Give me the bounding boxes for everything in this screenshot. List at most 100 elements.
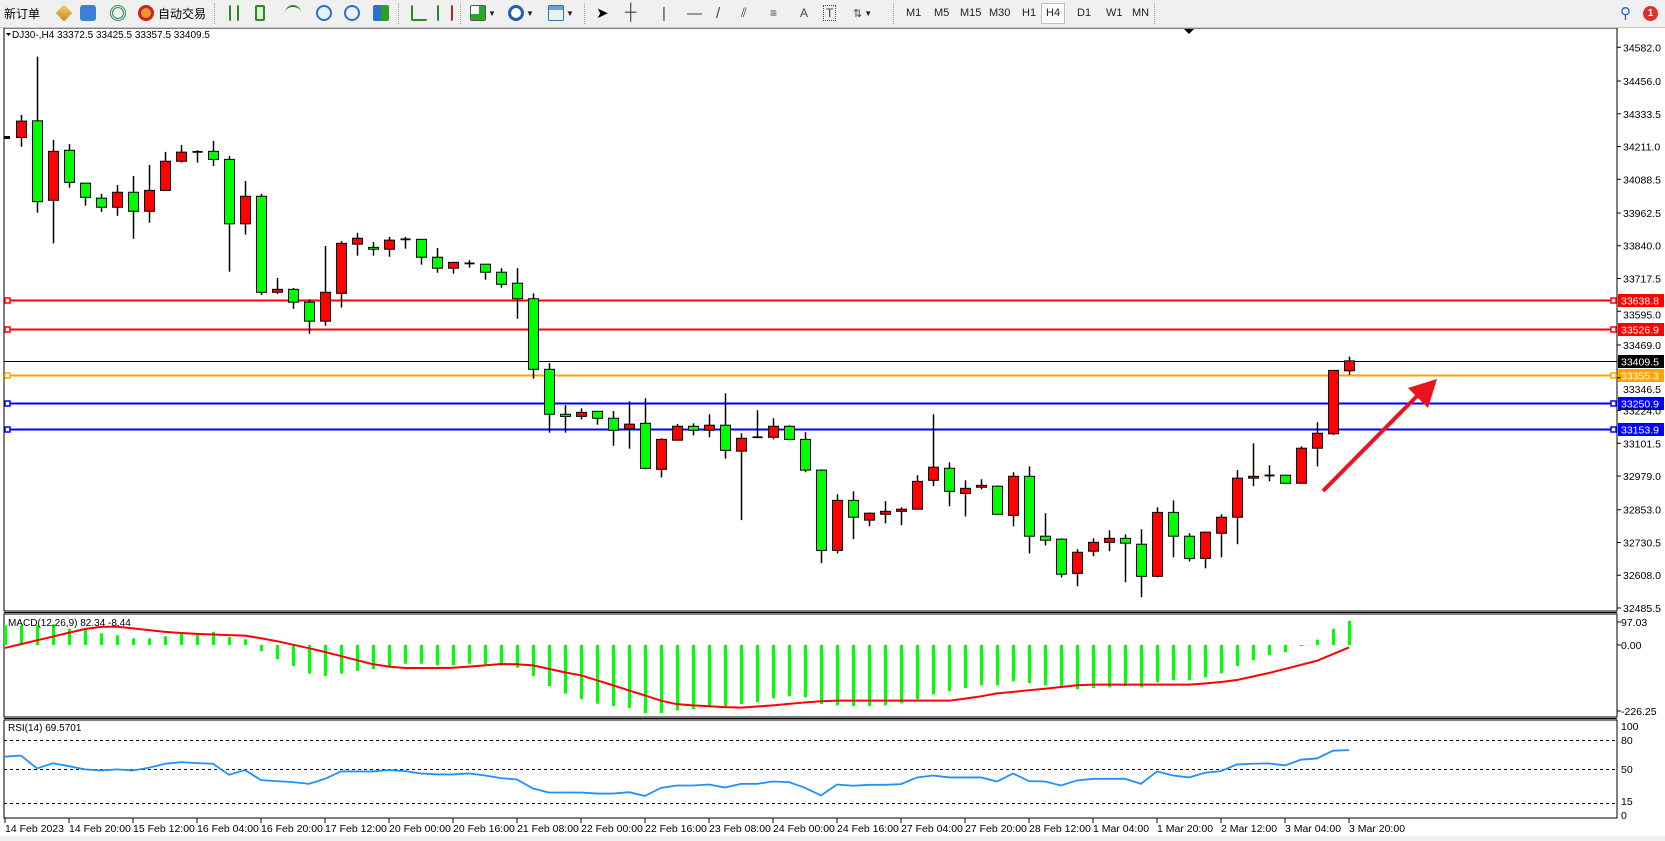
candle	[1232, 470, 1243, 545]
arrows-icon: ⇅	[853, 7, 863, 20]
candle-body	[768, 425, 779, 438]
macd-histogram-bar	[788, 645, 791, 697]
candle-body	[64, 149, 75, 183]
candle	[752, 410, 763, 439]
chart-shift-marker-icon[interactable]	[1184, 29, 1194, 34]
candle-body	[32, 120, 43, 203]
time-label: 20 Feb 16:00	[453, 823, 515, 835]
dropdown-triangle-icon[interactable]	[6, 33, 11, 36]
trendline-button[interactable]: /	[716, 3, 720, 23]
cursor-button[interactable]: ➤	[596, 3, 609, 23]
toolbar-separator	[398, 3, 401, 24]
timeframe-m5[interactable]: M5	[934, 7, 950, 19]
arrows-button[interactable]: ⇅ ▼	[853, 3, 872, 23]
price-label-bg	[1618, 294, 1664, 307]
candle-body	[736, 437, 747, 452]
timeframe-m15[interactable]: M15	[960, 7, 982, 19]
timeframe-m30[interactable]: M30	[989, 7, 1011, 19]
market-watch-button[interactable]	[55, 3, 73, 23]
horizontal-line-button[interactable]: —	[687, 3, 702, 23]
candle	[704, 414, 715, 438]
macd-histogram-bar	[244, 639, 247, 645]
macd-histogram-bar	[1044, 645, 1047, 686]
templates-button[interactable]: ▼	[548, 3, 574, 23]
auto-trading-button[interactable]: 自动交易	[138, 3, 206, 23]
candle	[432, 247, 443, 273]
chart-shift-button[interactable]	[437, 3, 453, 23]
search-button[interactable]: ⚲	[1620, 3, 1631, 23]
text-label-button[interactable]: T	[823, 3, 837, 23]
candle	[1280, 474, 1291, 484]
crosshair-button[interactable]: ┼	[625, 3, 636, 23]
candle	[528, 293, 539, 379]
price-tick-label: 32608.0	[1623, 570, 1661, 582]
zoom-out-button[interactable]	[344, 3, 360, 23]
candle-body	[576, 411, 587, 417]
new-order-button[interactable]: 新订单	[4, 3, 40, 23]
candle-body	[592, 410, 603, 419]
time-label: 22 Feb 00:00	[581, 823, 643, 835]
timeframe-h4[interactable]: H4	[1041, 3, 1066, 24]
navigator-button[interactable]	[80, 3, 96, 23]
channel-icon: ⫽	[741, 5, 747, 20]
timeframe-mn[interactable]: MN	[1132, 7, 1150, 19]
notifications-button[interactable]: 1	[1643, 3, 1658, 23]
vertical-line-button[interactable]: |	[662, 3, 666, 23]
candle-body	[448, 261, 459, 269]
price-tick-label: 32853.0	[1623, 505, 1661, 517]
toolbar-separator	[1154, 3, 1157, 24]
bar-chart-button[interactable]	[229, 3, 239, 23]
price-tick-label: 34088.5	[1623, 174, 1661, 186]
candle-body	[1184, 535, 1195, 559]
macd-histogram-bar	[1012, 645, 1015, 682]
tile-windows-button[interactable]	[373, 3, 389, 23]
timeframe-h1[interactable]: H1	[1022, 7, 1037, 19]
candle-body	[688, 425, 699, 431]
crosshair-icon: ┼	[625, 4, 637, 21]
terminal-button[interactable]	[110, 3, 126, 23]
candle-body	[816, 469, 827, 551]
timeframe-w1[interactable]: W1	[1106, 7, 1123, 19]
candle-body	[128, 191, 139, 212]
candlestick-button[interactable]	[255, 3, 265, 23]
macd-histogram-bar	[1252, 645, 1255, 661]
equidistant-channel-button[interactable]: ⫽	[741, 3, 747, 23]
indicators-button[interactable]: ▼	[470, 3, 496, 23]
price-label: 33638.8	[1621, 296, 1659, 308]
candle-body	[544, 368, 555, 415]
toolbar-separator	[893, 3, 896, 24]
trendline-icon: /	[716, 4, 721, 22]
candle-body	[960, 487, 971, 494]
candle-body	[880, 510, 891, 515]
price-tick-label: 34456.0	[1623, 76, 1661, 88]
candle	[496, 268, 507, 288]
macd-histogram-bar	[1140, 645, 1143, 688]
text-button[interactable]: A	[800, 3, 808, 23]
macd-histogram-bar	[836, 645, 839, 706]
candle-body	[320, 291, 331, 322]
auto-scroll-button[interactable]	[411, 3, 427, 23]
macd-histogram-bar	[964, 645, 967, 688]
bid-price-label: 33409.5	[1621, 357, 1659, 369]
zoom-in-button[interactable]	[316, 3, 332, 23]
time-label: 23 Feb 08:00	[709, 823, 771, 835]
candle-body	[496, 271, 507, 285]
line-chart-button[interactable]	[285, 3, 301, 23]
timeframe-m1[interactable]: M1	[906, 7, 922, 19]
periods-button[interactable]: ▼	[508, 3, 534, 23]
time-label: 21 Feb 08:00	[517, 823, 579, 835]
macd-histogram-bar	[1332, 628, 1335, 645]
horizontal-line-icon: —	[687, 4, 702, 22]
candle-body	[80, 182, 91, 198]
macd-histogram-bar	[628, 645, 631, 708]
line-handle	[1610, 426, 1617, 433]
line-handle	[1610, 297, 1617, 304]
macd-histogram-bar	[20, 625, 23, 645]
timeframe-d1[interactable]: D1	[1077, 7, 1092, 19]
text-icon: A	[800, 6, 809, 20]
rsi-label: RSI(14) 69.5701	[8, 723, 82, 734]
candle-body	[112, 191, 123, 208]
fibonacci-button[interactable]: ≡	[770, 3, 777, 23]
candle	[544, 363, 555, 433]
